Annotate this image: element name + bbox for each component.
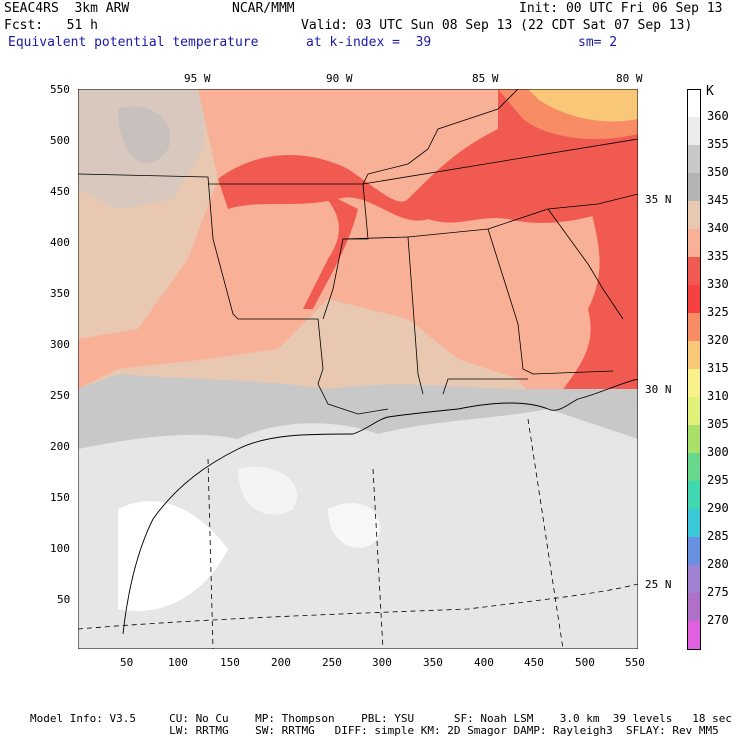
colorbar-label: 280 (707, 557, 729, 571)
colorbar-label: 295 (707, 473, 729, 487)
state-borders (78, 89, 638, 415)
colorbar-label: 305 (707, 417, 729, 431)
colorbar-segment (687, 537, 701, 565)
lon-label: 85 W (472, 72, 499, 85)
colorbar-label: 275 (707, 585, 729, 599)
lon-label: 90 W (326, 72, 353, 85)
colorbar-label: 355 (707, 137, 729, 151)
colorbar-label: 270 (707, 613, 729, 627)
y-tick-label: 50 (57, 593, 71, 606)
y-tick-label: 100 (50, 542, 70, 555)
x-tick-label: 450 (524, 656, 544, 669)
level-label: at k-index = 39 (306, 35, 432, 50)
colorbar-segment (687, 369, 701, 397)
colorbar-segment (687, 509, 701, 537)
lon-label: 95 W (184, 72, 211, 85)
colorbar-segment (687, 173, 701, 201)
colorbar-segment (687, 89, 701, 118)
colorbar-segment (687, 145, 701, 173)
field-name: Equivalent potential temperature (8, 35, 259, 50)
lat-label: 35 N (645, 193, 672, 206)
colorbar-label: 300 (707, 445, 729, 459)
colorbar-label: 290 (707, 501, 729, 515)
x-tick-label: 100 (168, 656, 188, 669)
colorbar-segment (687, 453, 701, 481)
colorbar-segment (687, 621, 701, 650)
model-name: SEAC4RS 3km ARW (4, 1, 130, 16)
x-tick-label: 200 (271, 656, 291, 669)
boundary-lines (78, 418, 638, 649)
y-tick-label: 500 (50, 134, 70, 147)
colorbar-label: 330 (707, 277, 729, 291)
salmon-region (78, 89, 638, 649)
red-strip-river (303, 189, 358, 309)
lat-label: 30 N (645, 383, 672, 396)
valid-time: Valid: 03 UTC Sun 08 Sep 13 (22 CDT Sat … (301, 18, 693, 33)
colorbar-label: 325 (707, 305, 729, 319)
x-tick-label: 300 (372, 656, 392, 669)
x-tick-label: 400 (474, 656, 494, 669)
colorbar-label: 315 (707, 361, 729, 375)
y-tick-label: 400 (50, 236, 70, 249)
colorbar-segment (687, 397, 701, 425)
colorbar-segment (687, 257, 701, 285)
coastline (122, 378, 638, 635)
x-tick-label: 150 (220, 656, 240, 669)
colorbar-segment (687, 285, 701, 313)
forecast-hour: Fcst: 51 h (4, 18, 98, 33)
colorbar-segment (687, 201, 701, 229)
colorbar-label: 335 (707, 249, 729, 263)
x-tick-label: 250 (322, 656, 342, 669)
white-patch (328, 503, 380, 548)
colorbar-label: 285 (707, 529, 729, 543)
colorbar-label: 340 (707, 221, 729, 235)
red-east-coast (548, 189, 638, 419)
colorbar-segment (687, 341, 701, 369)
x-tick-label: 50 (120, 656, 134, 669)
y-tick-label: 550 (50, 83, 70, 96)
init-time: Init: 00 UTC Fri 06 Sep 13 (519, 1, 723, 16)
colorbar-label: 310 (707, 389, 729, 403)
y-tick-label: 150 (50, 491, 70, 504)
lat-label: 25 N (645, 578, 672, 591)
y-tick-label: 350 (50, 287, 70, 300)
colorbar-segment (687, 565, 701, 593)
colorbar-label: 345 (707, 193, 729, 207)
grey-patch (118, 106, 170, 164)
model-info-line1: Model Info: V3.5 CU: No Cu MP: Thompson … (30, 712, 732, 725)
y-tick-label: 250 (50, 389, 70, 402)
colorbar-label: 350 (707, 165, 729, 179)
x-tick-label: 350 (423, 656, 443, 669)
lon-label: 80 W (616, 72, 643, 85)
colorbar-unit: K (706, 84, 714, 99)
x-tick-label: 550 (625, 656, 645, 669)
colorbar-label: 320 (707, 333, 729, 347)
yellow-region-ne (528, 89, 638, 122)
colorbar-label: 360 (707, 109, 729, 123)
colorbar-segment (687, 313, 701, 341)
y-tick-label: 200 (50, 440, 70, 453)
smoothing-label: sm= 2 (578, 35, 618, 50)
white-patch (118, 501, 228, 611)
weather-map (78, 89, 638, 649)
colorbar-segment (687, 425, 701, 453)
center-name: NCAR/MMM (232, 1, 295, 16)
colorbar-segment (687, 229, 701, 257)
colorbar-segment (687, 481, 701, 509)
y-tick-label: 450 (50, 185, 70, 198)
colorbar-segment (687, 593, 701, 621)
x-tick-label: 500 (575, 656, 595, 669)
model-info-line2: LW: RRTMG SW: RRTMG DIFF: simple KM: 2D … (30, 724, 719, 737)
y-tick-label: 300 (50, 338, 70, 351)
white-patch (238, 466, 297, 515)
colorbar-segment (687, 117, 701, 145)
